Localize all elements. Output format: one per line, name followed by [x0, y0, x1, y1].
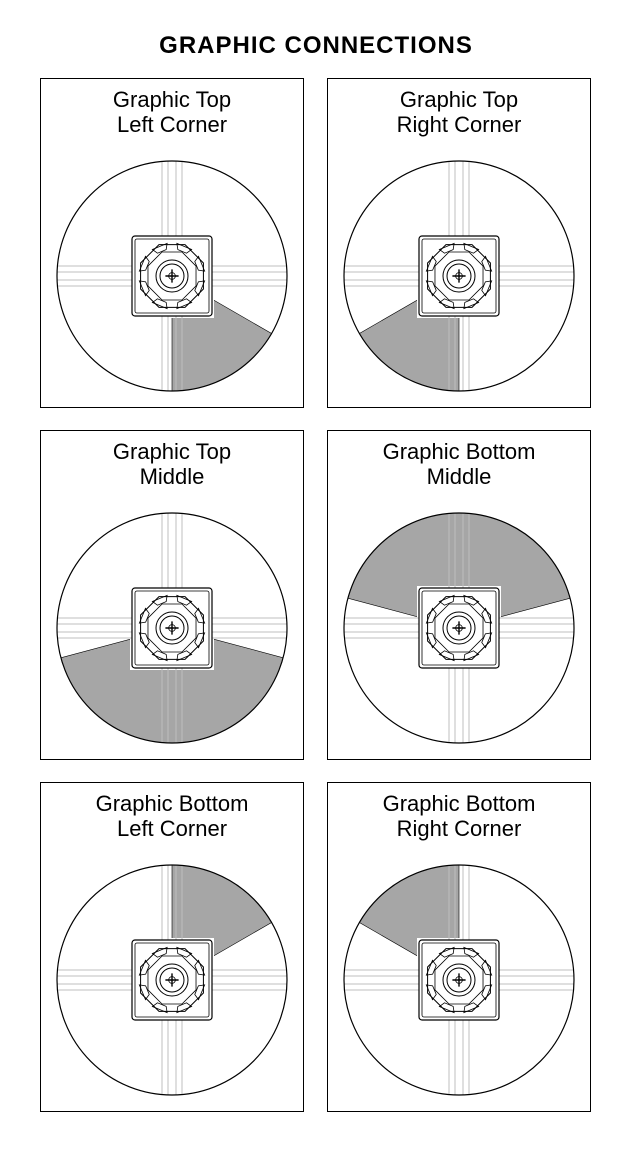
- card-label: Graphic Top Middle: [41, 431, 303, 490]
- card-bottom-middle: Graphic Bottom Middle: [327, 430, 591, 760]
- card-label: Graphic Top Right Corner: [328, 79, 590, 138]
- card-top-left: Graphic Top Left Corner: [40, 78, 304, 408]
- connection-diagram: [340, 157, 578, 395]
- connection-diagram: [53, 861, 291, 1099]
- card-top-middle: Graphic Top Middle: [40, 430, 304, 760]
- card-label: Graphic Bottom Right Corner: [328, 783, 590, 842]
- connection-diagram: [53, 157, 291, 395]
- card-grid: Graphic Top Left Corner Graphic Top Right…: [40, 78, 592, 1112]
- connection-diagram: [340, 509, 578, 747]
- card-bottom-right: Graphic Bottom Right Corner: [327, 782, 591, 1112]
- card-bottom-left: Graphic Bottom Left Corner: [40, 782, 304, 1112]
- connection-diagram: [53, 509, 291, 747]
- connection-diagram: [340, 861, 578, 1099]
- card-label: Graphic Top Left Corner: [41, 79, 303, 138]
- page-title: GRAPHIC CONNECTIONS: [40, 32, 592, 60]
- page: GRAPHIC CONNECTIONS Graphic Top Left Cor…: [0, 0, 632, 1152]
- card-label: Graphic Bottom Left Corner: [41, 783, 303, 842]
- card-top-right: Graphic Top Right Corner: [327, 78, 591, 408]
- card-label: Graphic Bottom Middle: [328, 431, 590, 490]
